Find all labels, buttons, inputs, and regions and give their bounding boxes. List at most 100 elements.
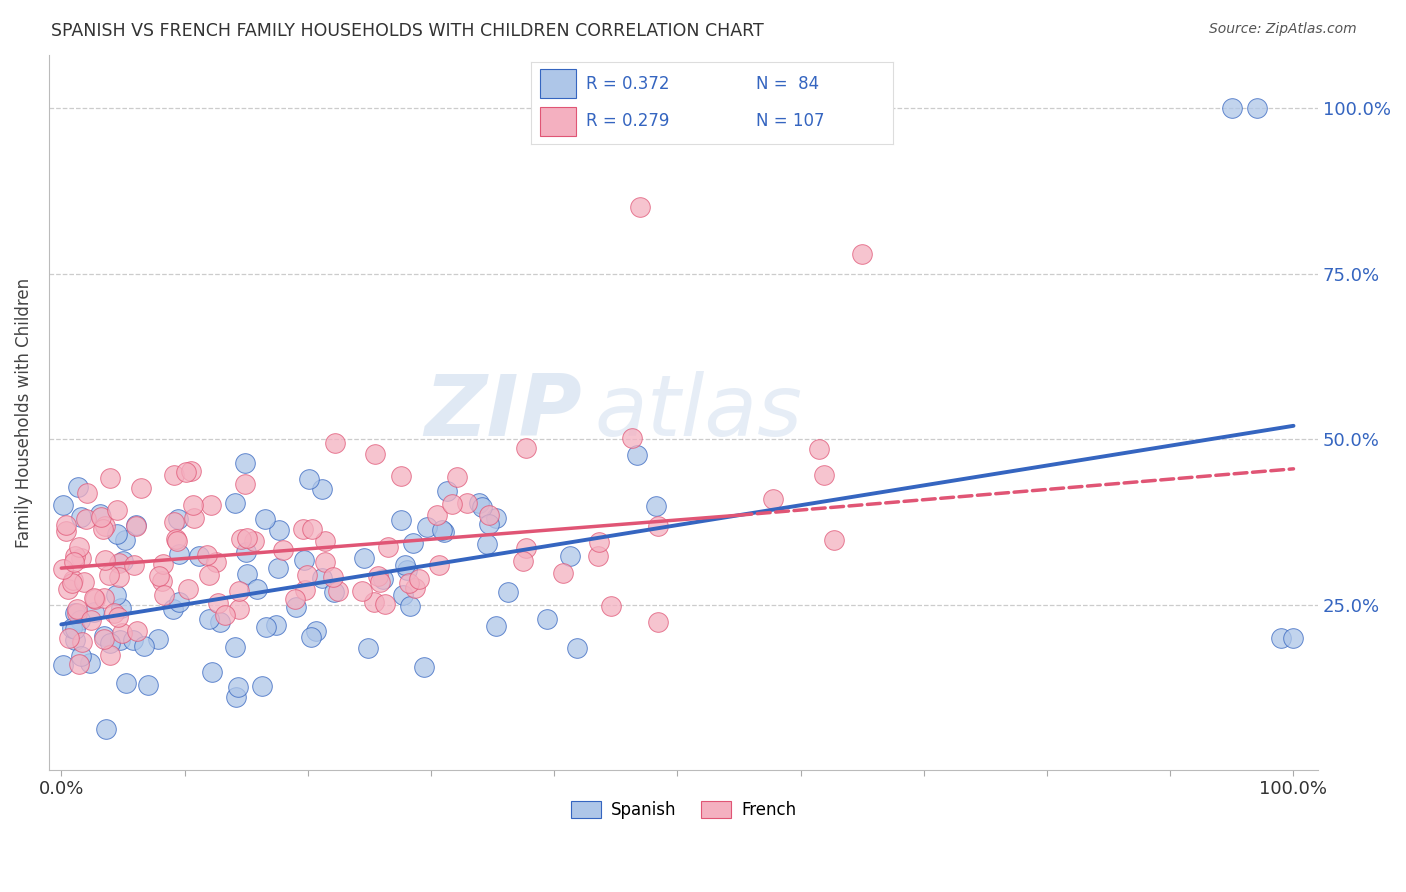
French <box>405 582 427 596</box>
French <box>620 431 643 445</box>
French <box>166 533 188 548</box>
French <box>63 555 86 569</box>
French <box>100 471 122 485</box>
Spanish <box>299 630 322 644</box>
French <box>52 562 75 576</box>
Spanish <box>252 679 274 693</box>
French <box>297 568 319 582</box>
French <box>370 574 392 589</box>
French <box>271 543 294 558</box>
Spanish <box>166 512 188 526</box>
Spanish <box>353 550 375 565</box>
Spanish <box>132 639 155 653</box>
Spanish <box>51 499 73 513</box>
French <box>93 591 115 606</box>
French <box>148 568 170 582</box>
Spanish <box>105 588 128 602</box>
French <box>103 606 125 620</box>
French <box>107 569 129 583</box>
Spanish <box>1246 101 1268 115</box>
Spanish <box>107 526 129 541</box>
Spanish <box>98 636 121 650</box>
French <box>427 558 450 573</box>
Spanish <box>292 553 315 567</box>
Spanish <box>484 619 506 633</box>
Spanish <box>69 614 91 628</box>
French <box>195 548 218 562</box>
Spanish <box>125 517 148 532</box>
French <box>813 467 835 482</box>
Spanish <box>96 723 118 737</box>
French <box>66 606 89 620</box>
French <box>235 531 257 545</box>
French <box>55 517 77 532</box>
Spanish <box>235 545 257 559</box>
Spanish <box>146 632 169 646</box>
French <box>67 657 90 672</box>
Spanish <box>122 633 145 648</box>
French <box>242 533 264 548</box>
French <box>586 549 609 563</box>
Spanish <box>402 536 425 550</box>
French <box>62 574 84 588</box>
French <box>83 591 105 606</box>
French <box>478 508 501 523</box>
French <box>456 496 478 510</box>
Spanish <box>79 656 101 670</box>
Spanish <box>63 606 86 620</box>
French <box>180 464 202 478</box>
Spanish <box>536 612 558 626</box>
Text: SPANISH VS FRENCH FAMILY HOUSEHOLDS WITH CHILDREN CORRELATION CHART: SPANISH VS FRENCH FAMILY HOUSEHOLDS WITH… <box>51 22 763 40</box>
Spanish <box>1270 631 1292 645</box>
Spanish <box>233 456 256 470</box>
French <box>174 465 197 479</box>
French <box>363 595 385 609</box>
French <box>107 609 129 624</box>
French <box>66 602 89 616</box>
French <box>228 602 250 616</box>
Spanish <box>69 648 91 663</box>
Spanish <box>114 533 136 547</box>
Spanish <box>311 571 333 585</box>
Spanish <box>478 517 501 532</box>
Spanish <box>311 483 333 497</box>
Spanish <box>645 499 668 513</box>
Spanish <box>93 629 115 643</box>
French <box>205 555 228 569</box>
French <box>322 570 344 584</box>
French <box>284 592 307 607</box>
Spanish <box>399 599 422 613</box>
French <box>94 518 117 533</box>
French <box>63 549 86 563</box>
French <box>150 574 173 588</box>
Text: atlas: atlas <box>595 371 803 454</box>
Spanish <box>394 558 416 572</box>
French <box>352 583 374 598</box>
Spanish <box>430 524 453 538</box>
French <box>647 519 669 533</box>
French <box>183 511 205 525</box>
Spanish <box>323 584 346 599</box>
Spanish <box>115 675 138 690</box>
French <box>628 200 651 214</box>
Spanish <box>112 554 135 568</box>
French <box>214 608 236 623</box>
French <box>294 583 316 598</box>
Spanish <box>269 523 291 537</box>
French <box>163 468 186 483</box>
Spanish <box>89 508 111 522</box>
Spanish <box>305 624 328 639</box>
Spanish <box>52 658 75 673</box>
French <box>108 556 131 570</box>
Spanish <box>83 605 105 619</box>
Spanish <box>496 585 519 599</box>
French <box>328 584 350 599</box>
French <box>200 498 222 512</box>
French <box>441 497 464 511</box>
Spanish <box>167 595 190 609</box>
Spanish <box>66 480 89 494</box>
Spanish <box>162 601 184 615</box>
French <box>93 632 115 646</box>
French <box>55 524 77 538</box>
Spanish <box>169 547 191 561</box>
